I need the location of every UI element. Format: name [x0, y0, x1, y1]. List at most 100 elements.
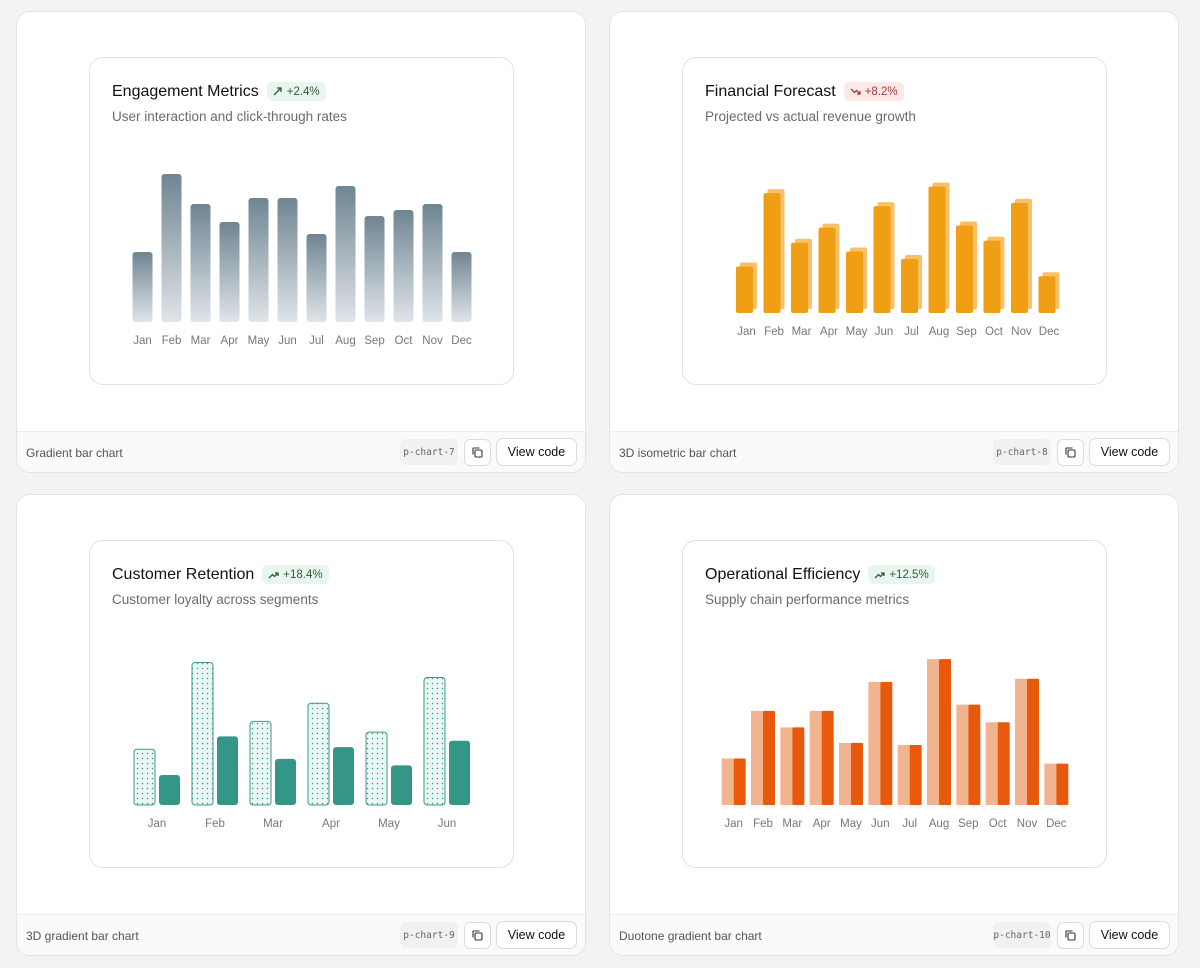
bar-light-sep [956, 704, 969, 805]
bar-light-nov [1015, 678, 1027, 805]
chart: Jan Feb Mar Apr May Jun Jul Aug Sep Oct Nov Dec [721, 659, 1069, 830]
x-tick-label: Nov [1017, 818, 1038, 830]
trend-up-icon [874, 571, 885, 578]
card-subtitle: Projected vs actual revenue growth [705, 109, 916, 124]
x-tick-label: Feb [205, 818, 225, 830]
view-code-button[interactable]: View code [1089, 438, 1170, 466]
x-tick-label: Dec [1039, 326, 1060, 338]
bar-series2-jun [449, 740, 470, 805]
bar-series1-jan [133, 748, 156, 806]
bar-jun [277, 198, 298, 322]
bar-dark-oct [997, 722, 1010, 805]
trend-up-icon [273, 86, 282, 95]
card-title: Engagement Metrics [112, 82, 259, 100]
preview-stage: Jan Feb Mar Apr May Jun Jul Aug Sep Oct Nov Dec Ope… [610, 495, 1178, 915]
copy-button[interactable] [464, 922, 491, 949]
copy-button[interactable] [1057, 439, 1084, 466]
copy-icon [472, 447, 483, 458]
tile-duotone-bar-chart: Jan Feb Mar Apr May Jun Jul Aug Sep Oct Nov Dec Ope… [609, 494, 1179, 956]
x-tick-label: Jan [133, 335, 152, 347]
x-tick-label: Nov [422, 335, 443, 347]
chart-card: Jan Feb Mar Apr May Jun Jul Aug Sep Oct Nov Dec Fin… [682, 57, 1107, 385]
x-tick-label: May [840, 818, 862, 830]
badge-value: +12.5% [889, 568, 929, 581]
x-tick-label: Oct [395, 335, 414, 347]
bar-mar [190, 204, 211, 322]
view-code-button[interactable]: View code [496, 438, 577, 466]
x-tick-label: Apr [221, 335, 239, 347]
footer-title: Gradient bar chart [26, 446, 123, 460]
bar-may [846, 251, 863, 313]
x-tick-label: Sep [364, 335, 384, 347]
x-tick-label: Mar [263, 818, 283, 830]
x-tick-label: Jun [871, 818, 890, 830]
tile-footer: Duotone gradient bar chart p-chart-10 Vi… [610, 915, 1178, 955]
x-tick-label: Dec [451, 335, 472, 347]
footer-title: 3D gradient bar chart [26, 929, 139, 943]
x-tick-label: May [846, 326, 868, 338]
bar-jul [901, 259, 918, 313]
x-tick-label: Mar [782, 818, 802, 830]
x-tick-label: Mar [191, 335, 211, 347]
x-tick-label: Nov [1011, 326, 1032, 338]
component-tag: p-chart-7 [400, 439, 458, 465]
bar-oct [983, 240, 1001, 313]
bar-dark-nov [1027, 678, 1039, 805]
chart: Jan Feb Mar Apr May Jun [133, 662, 470, 830]
x-tick-label: May [378, 818, 400, 830]
bar-light-apr [809, 710, 822, 805]
bar-series1-may [365, 731, 388, 806]
x-tick-label: Jul [904, 326, 919, 338]
view-code-button[interactable]: View code [496, 921, 577, 949]
chart-card: Jan Feb Mar Apr May Jun Customer Retention +1… [89, 540, 514, 868]
bar-series2-mar [275, 758, 296, 805]
bar-series2-feb [217, 736, 238, 805]
bar-light-dec [1044, 763, 1057, 805]
bar-jan [736, 266, 753, 313]
bar-aug [335, 186, 356, 322]
bar-dark-jun [880, 681, 893, 805]
trend-up-icon [268, 571, 279, 578]
bar-light-jan [721, 758, 734, 805]
bar-dark-may [851, 742, 863, 805]
preview-stage: Jan Feb Mar Apr May Jun Jul Aug Sep Oct Nov Dec Eng… [17, 12, 585, 432]
x-tick-label: Jan [724, 818, 743, 830]
trend-badge: +18.4% [262, 565, 329, 584]
bar-nov [422, 204, 443, 322]
component-tag: p-chart-10 [993, 922, 1051, 948]
x-tick-label: Feb [753, 818, 773, 830]
card-subtitle: Customer loyalty across segments [112, 592, 319, 607]
bar-may [248, 198, 269, 322]
preview-stage: Jan Feb Mar Apr May Jun Customer Retention +1… [17, 495, 585, 915]
tile-isometric-bar-chart: Jan Feb Mar Apr May Jun Jul Aug Sep Oct Nov Dec Fin… [609, 11, 1179, 473]
copy-button[interactable] [464, 439, 491, 466]
x-tick-label: Jul [902, 818, 917, 830]
trend-badge: +12.5% [868, 565, 935, 584]
card-title: Operational Efficiency [705, 565, 861, 583]
bar-series2-jan [159, 775, 180, 805]
copy-button[interactable] [1057, 922, 1084, 949]
x-tick-label: Aug [929, 326, 949, 338]
bar-light-may [839, 742, 851, 805]
bar-dark-feb [763, 710, 775, 805]
view-code-button[interactable]: View code [1089, 921, 1170, 949]
bar-feb [161, 174, 182, 322]
bar-apr [818, 227, 836, 313]
x-tick-label: Oct [985, 326, 1004, 338]
bar-dark-mar [792, 727, 805, 805]
bar-dark-jul [909, 745, 922, 805]
card-title: Customer Retention [112, 565, 255, 583]
bar-jun [873, 206, 891, 313]
bar-aug [928, 186, 946, 313]
trend-badge: +2.4% [266, 82, 326, 101]
x-tick-label: Mar [792, 326, 812, 338]
x-tick-label: Jun [438, 818, 457, 830]
bar-light-jul [897, 745, 910, 805]
card-subtitle: User interaction and click-through rates [112, 109, 347, 124]
bar-series1-mar [249, 720, 272, 806]
x-tick-label: Dec [1046, 818, 1067, 830]
x-tick-label: May [248, 335, 270, 347]
bar-series1-jun [423, 677, 446, 806]
bar-mar [791, 242, 808, 313]
badge-value: +18.4% [283, 568, 323, 581]
